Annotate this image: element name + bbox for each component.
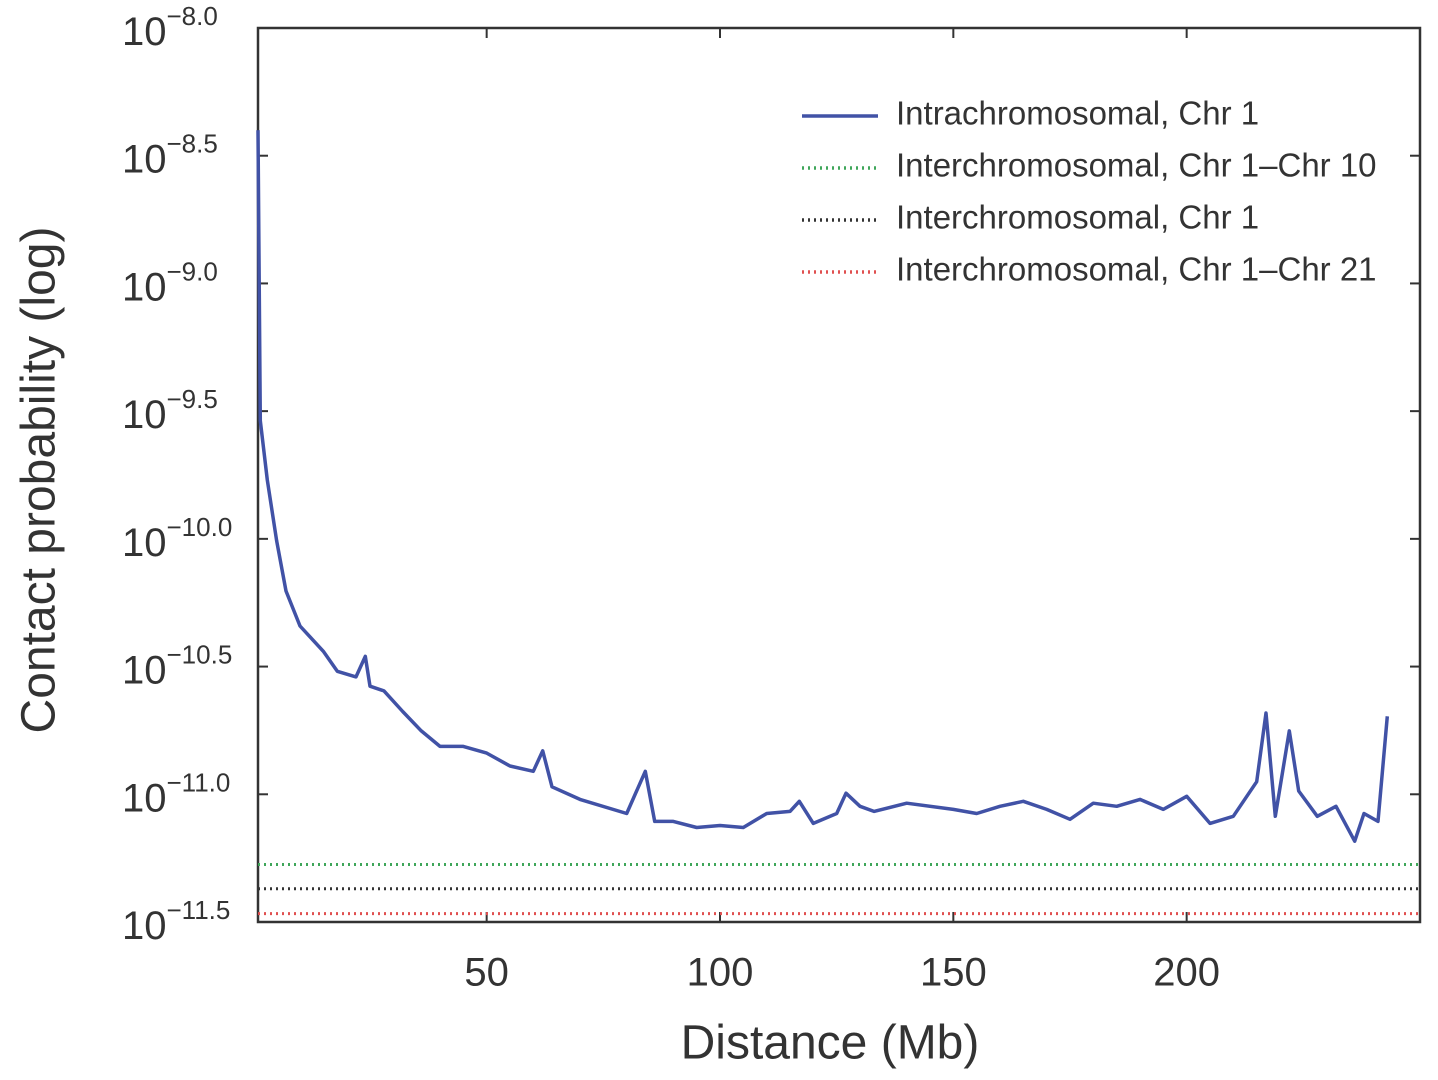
tick-exponent: −11.5 <box>167 895 231 925</box>
legend-label: Interchromosomal, Chr 1 <box>896 199 1259 236</box>
legend-label: Intrachromosomal, Chr 1 <box>896 95 1259 132</box>
x-axis-label: Distance (Mb) <box>681 1017 980 1070</box>
y-tick-label: 10−9.5 <box>122 384 218 437</box>
data-line <box>256 130 1390 843</box>
plot-frame <box>256 26 1422 924</box>
y-tick-label: 10−9.0 <box>122 256 218 309</box>
tick-base: 10 <box>122 520 167 564</box>
tick-exponent: −10.0 <box>167 512 233 542</box>
tick-base: 10 <box>122 265 167 309</box>
tick-exponent: −8.0 <box>167 1 218 31</box>
tick-exponent: −8.5 <box>167 129 218 159</box>
y-tick-label: 10−11.5 <box>122 895 230 948</box>
y-axis-label: Contact probability (log) <box>13 227 66 734</box>
tick-exponent: −9.5 <box>167 384 218 414</box>
tick-base: 10 <box>122 393 167 437</box>
y-tick-label: 10−8.0 <box>122 1 218 54</box>
tick-base: 10 <box>122 137 167 181</box>
x-tick-label: 200 <box>1153 951 1220 995</box>
y-tick-label: 10−10.5 <box>122 639 232 692</box>
tick-exponent: −10.5 <box>167 639 233 669</box>
tick-base: 10 <box>122 648 167 692</box>
tick-base: 10 <box>122 904 167 948</box>
x-tick-label: 150 <box>920 951 987 995</box>
tick-base: 10 <box>122 776 167 820</box>
tick-exponent: −9.0 <box>167 256 218 286</box>
y-tick-label: 10−11.0 <box>122 767 230 820</box>
legend-label: Interchromosomal, Chr 1–Chr 21 <box>896 251 1377 288</box>
y-tick-label: 10−10.0 <box>122 512 232 565</box>
x-tick-label: 100 <box>687 951 754 995</box>
tick-exponent: −11.0 <box>167 767 231 797</box>
tick-base: 10 <box>122 10 167 54</box>
legend-label: Interchromosomal, Chr 1–Chr 10 <box>896 147 1377 184</box>
y-tick-label: 10−8.5 <box>122 129 218 182</box>
x-tick-label: 50 <box>464 951 509 995</box>
